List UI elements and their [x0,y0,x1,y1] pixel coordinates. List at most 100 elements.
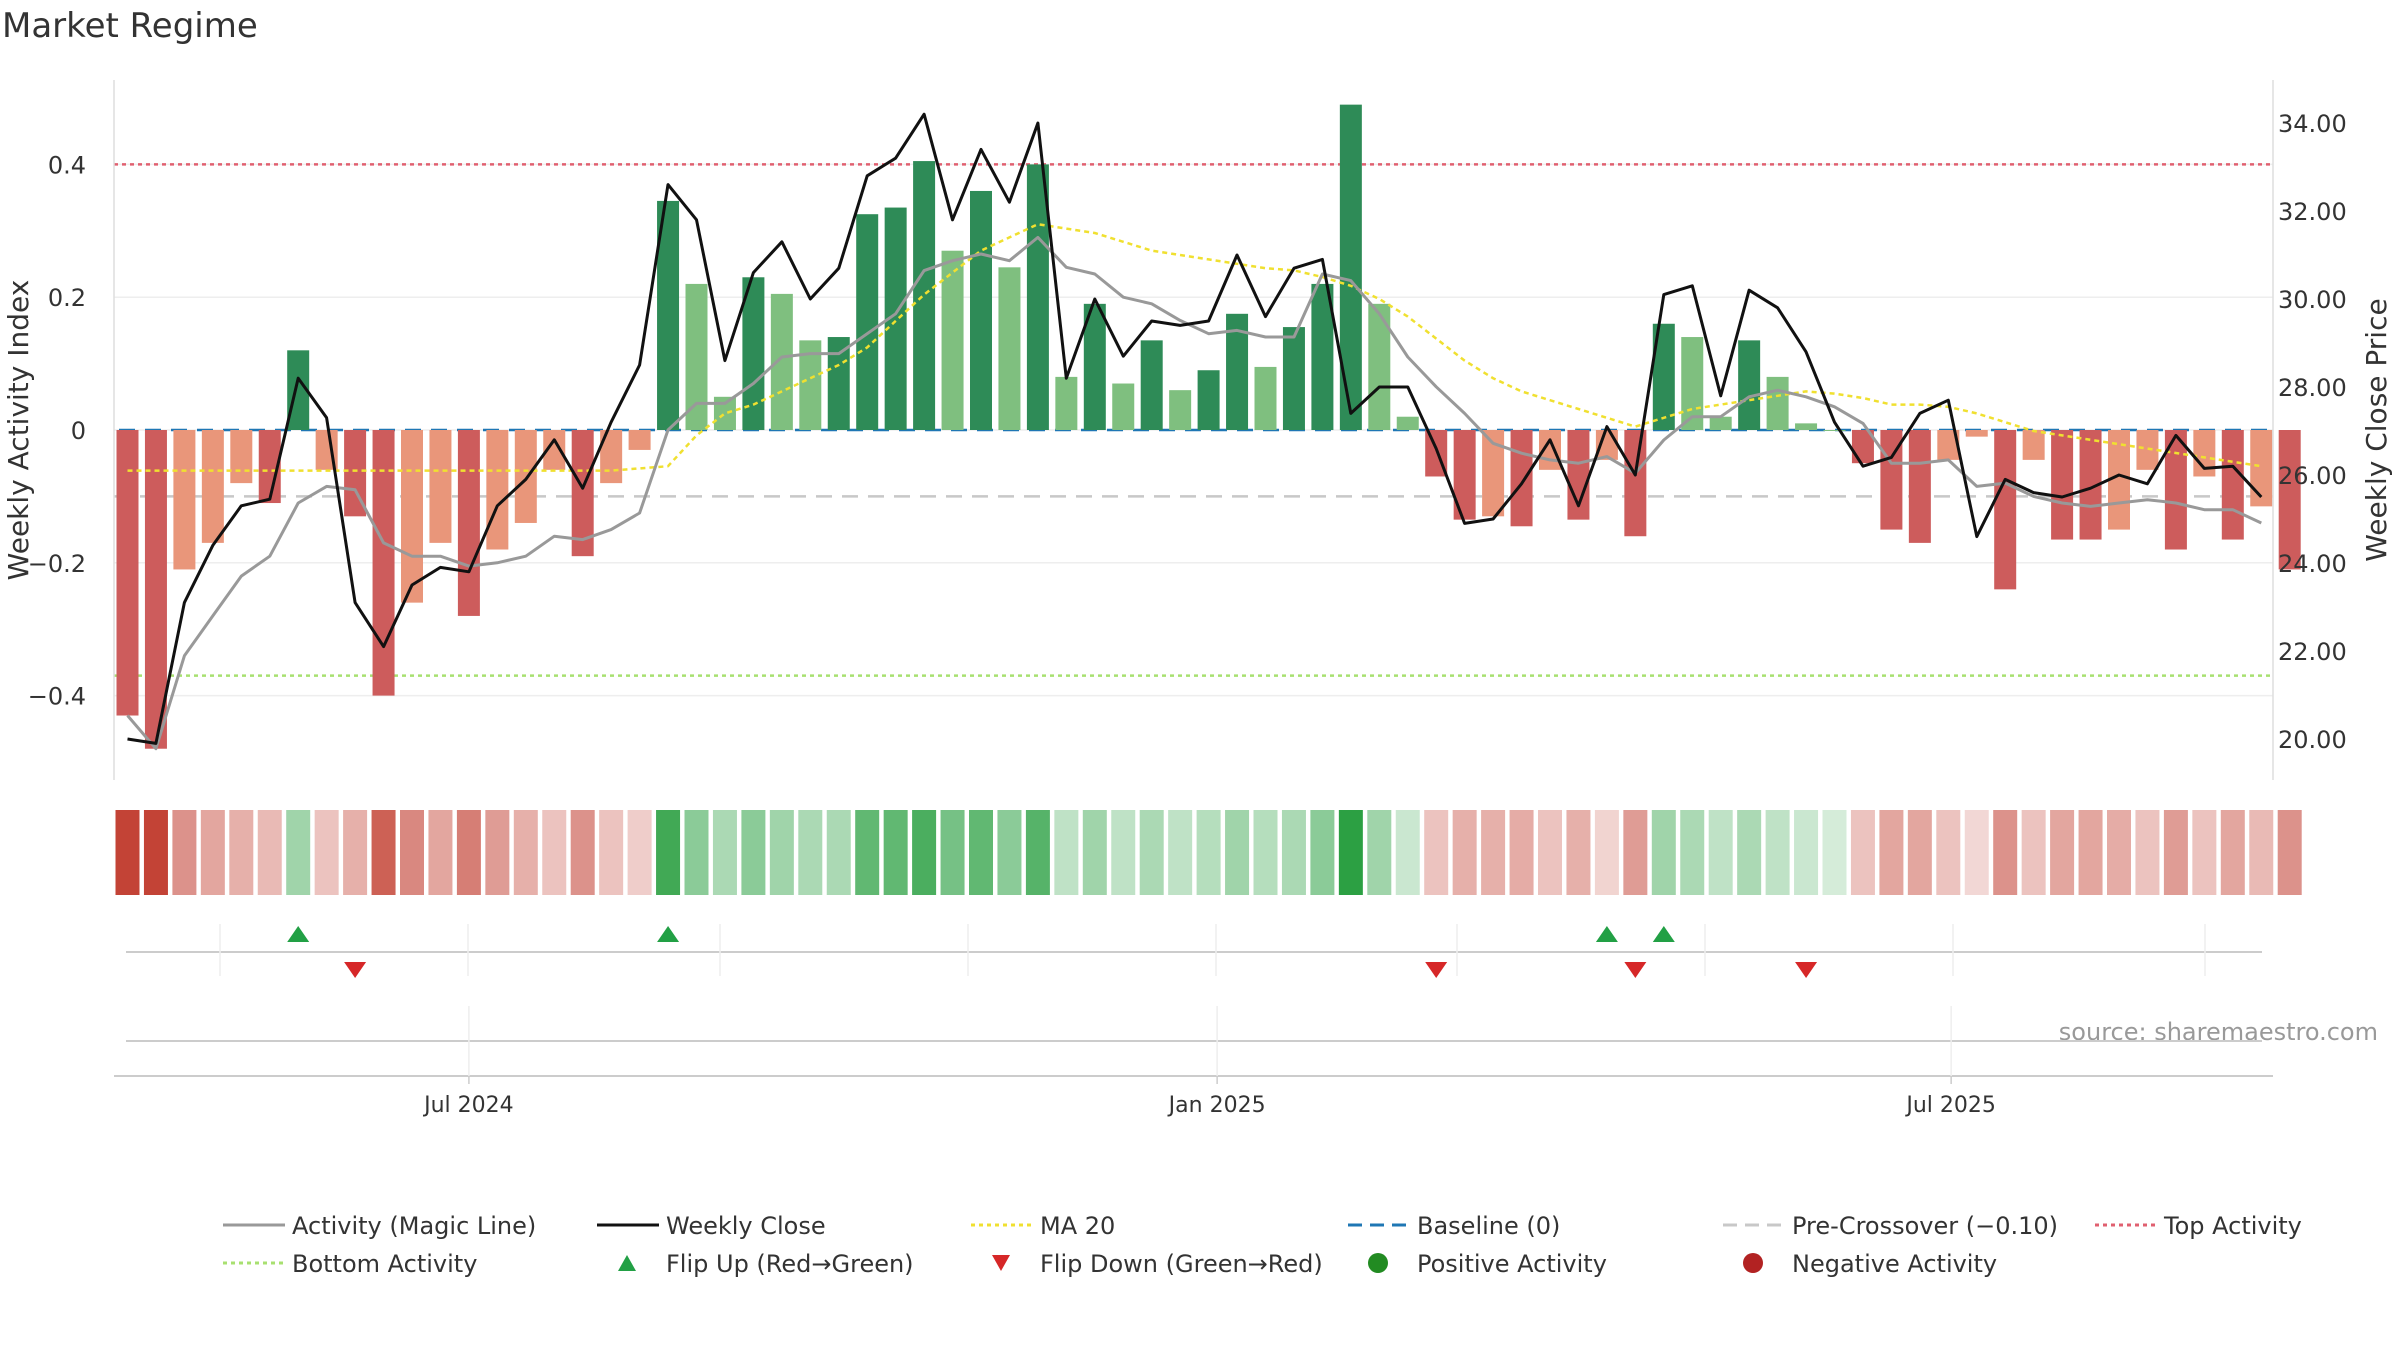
x-tick-label: Jan 2025 [1167,1093,1266,1118]
legend-label: MA 20 [1040,1212,1115,1240]
legend-label: Pre-Crossover (−0.10) [1792,1212,2058,1240]
activity-bar [144,430,167,749]
activity-bar [1453,430,1476,520]
y-tick-label: −0.2 [28,550,86,578]
legend-item: Pre-Crossover (−0.10) [1723,1212,2058,1240]
axis-layer: Weekly Activity Index Weekly Close Price… [2,80,2393,780]
activity-bar [287,350,310,430]
y-right-tick-label: 24.00 [2278,550,2347,578]
chart-title: Market Regime [2,6,258,46]
heat-cell [229,810,254,895]
heat-cell [1225,810,1250,895]
heat-cell [1566,810,1591,895]
heat-cell [286,810,311,895]
activity-bar [913,161,936,430]
flip-down-marker [344,962,367,978]
heat-cell [741,810,766,895]
heat-cell [2021,810,2046,895]
heat-cell [400,810,424,895]
x-tick-label: Jul 2025 [1904,1093,1996,1118]
activity-bar [941,250,964,430]
legend-swatch [992,1255,1010,1271]
heat-cell [997,810,1022,895]
activity-bar [230,430,253,484]
y-tick-label: 0 [71,417,86,445]
activity-bar [1197,370,1220,430]
legend-swatch [1743,1253,1763,1273]
heat-cell [542,810,567,895]
activity-bar [1766,376,1789,430]
activity-bar [258,430,281,504]
activity-bar [344,430,367,517]
activity-bar [799,340,822,430]
y-axis-label-left: Weekly Activity Index [2,280,35,581]
heat-cell [1651,810,1676,895]
activity-bar [1937,430,1960,460]
lines-layer [126,112,2263,751]
activity-bar [2051,430,2074,540]
reference-lines-layer [114,163,2273,677]
activity-bar [856,214,879,430]
x-tick-label: Jul 2024 [422,1093,514,1118]
y-right-tick-label: 32.00 [2278,198,2347,226]
heat-cell [2192,810,2217,895]
heat-cell [428,810,453,895]
activity-bar [1083,303,1106,430]
legend-label: Bottom Activity [292,1250,477,1278]
activity-bar [457,430,480,616]
heat-cell [2163,810,2188,895]
legend-swatch [1368,1253,1388,1273]
legend-item: Positive Activity [1368,1250,1607,1278]
heat-cell [1509,810,1534,895]
heat-cell [456,810,481,895]
flip-markers-layer [126,924,2262,978]
legend-label: Negative Activity [1792,1250,1997,1278]
heat-cell [1424,810,1449,895]
heat-cell [1765,810,1790,895]
heat-cell [1794,810,1819,895]
activity-bar [685,283,708,430]
heat-cell [1538,810,1562,895]
activity-bar [2022,430,2045,460]
heat-cell [1452,810,1477,895]
heat-cell [1481,810,1506,895]
flip-up-marker [1595,926,1618,942]
heat-cell [115,810,140,895]
heat-cell [1680,810,1705,895]
heat-cell [1310,810,1335,895]
activity-bar [201,430,224,543]
heat-cell [1253,810,1278,895]
weekly-close-line [127,112,2263,745]
legend-label: Positive Activity [1417,1250,1607,1278]
flip-up-marker [1652,926,1675,942]
flip-down-marker [1795,962,1818,978]
heat-cell [257,810,282,895]
heat-cell [1082,810,1107,895]
heat-cell [712,810,737,895]
heat-cell [627,810,652,895]
activity-bar [1311,283,1334,430]
activity-bar [514,430,537,523]
heat-cell [1168,810,1193,895]
activity-bar [2250,430,2273,507]
activity-bar [1823,430,1846,431]
y-tick-label: 0.2 [48,284,86,312]
activity-bar [713,396,736,430]
heat-cell [2249,810,2274,895]
activity-bar [1368,303,1391,430]
activity-bar [970,190,992,430]
flip-down-marker [1624,962,1647,978]
activity-bar [1652,323,1675,430]
flip-down-marker [1425,962,1448,978]
heat-cell [940,810,965,895]
activity-bar [657,200,680,430]
activity-bar [1681,337,1704,430]
heat-cell [798,810,823,895]
y-right-tick-label: 26.00 [2278,462,2347,490]
activity-bar [1965,430,1988,437]
heat-cell [485,810,510,895]
legend-item: Bottom Activity [223,1250,477,1278]
y-right-tick-label: 20.00 [2278,726,2347,754]
heat-cell [684,810,709,895]
activity-bar [2164,430,2187,550]
